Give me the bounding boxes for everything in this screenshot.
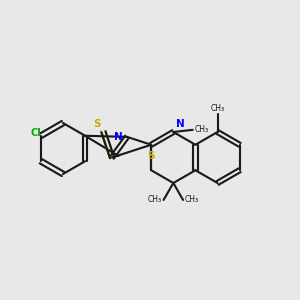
Text: N: N: [176, 119, 185, 129]
Text: CH₃: CH₃: [148, 196, 162, 205]
Text: S: S: [94, 119, 101, 129]
Text: CH₃: CH₃: [184, 196, 199, 205]
Text: CH₃: CH₃: [194, 125, 208, 134]
Text: CH₃: CH₃: [210, 103, 225, 112]
Text: N: N: [114, 132, 122, 142]
Text: S: S: [148, 151, 155, 161]
Text: Cl: Cl: [30, 128, 41, 138]
